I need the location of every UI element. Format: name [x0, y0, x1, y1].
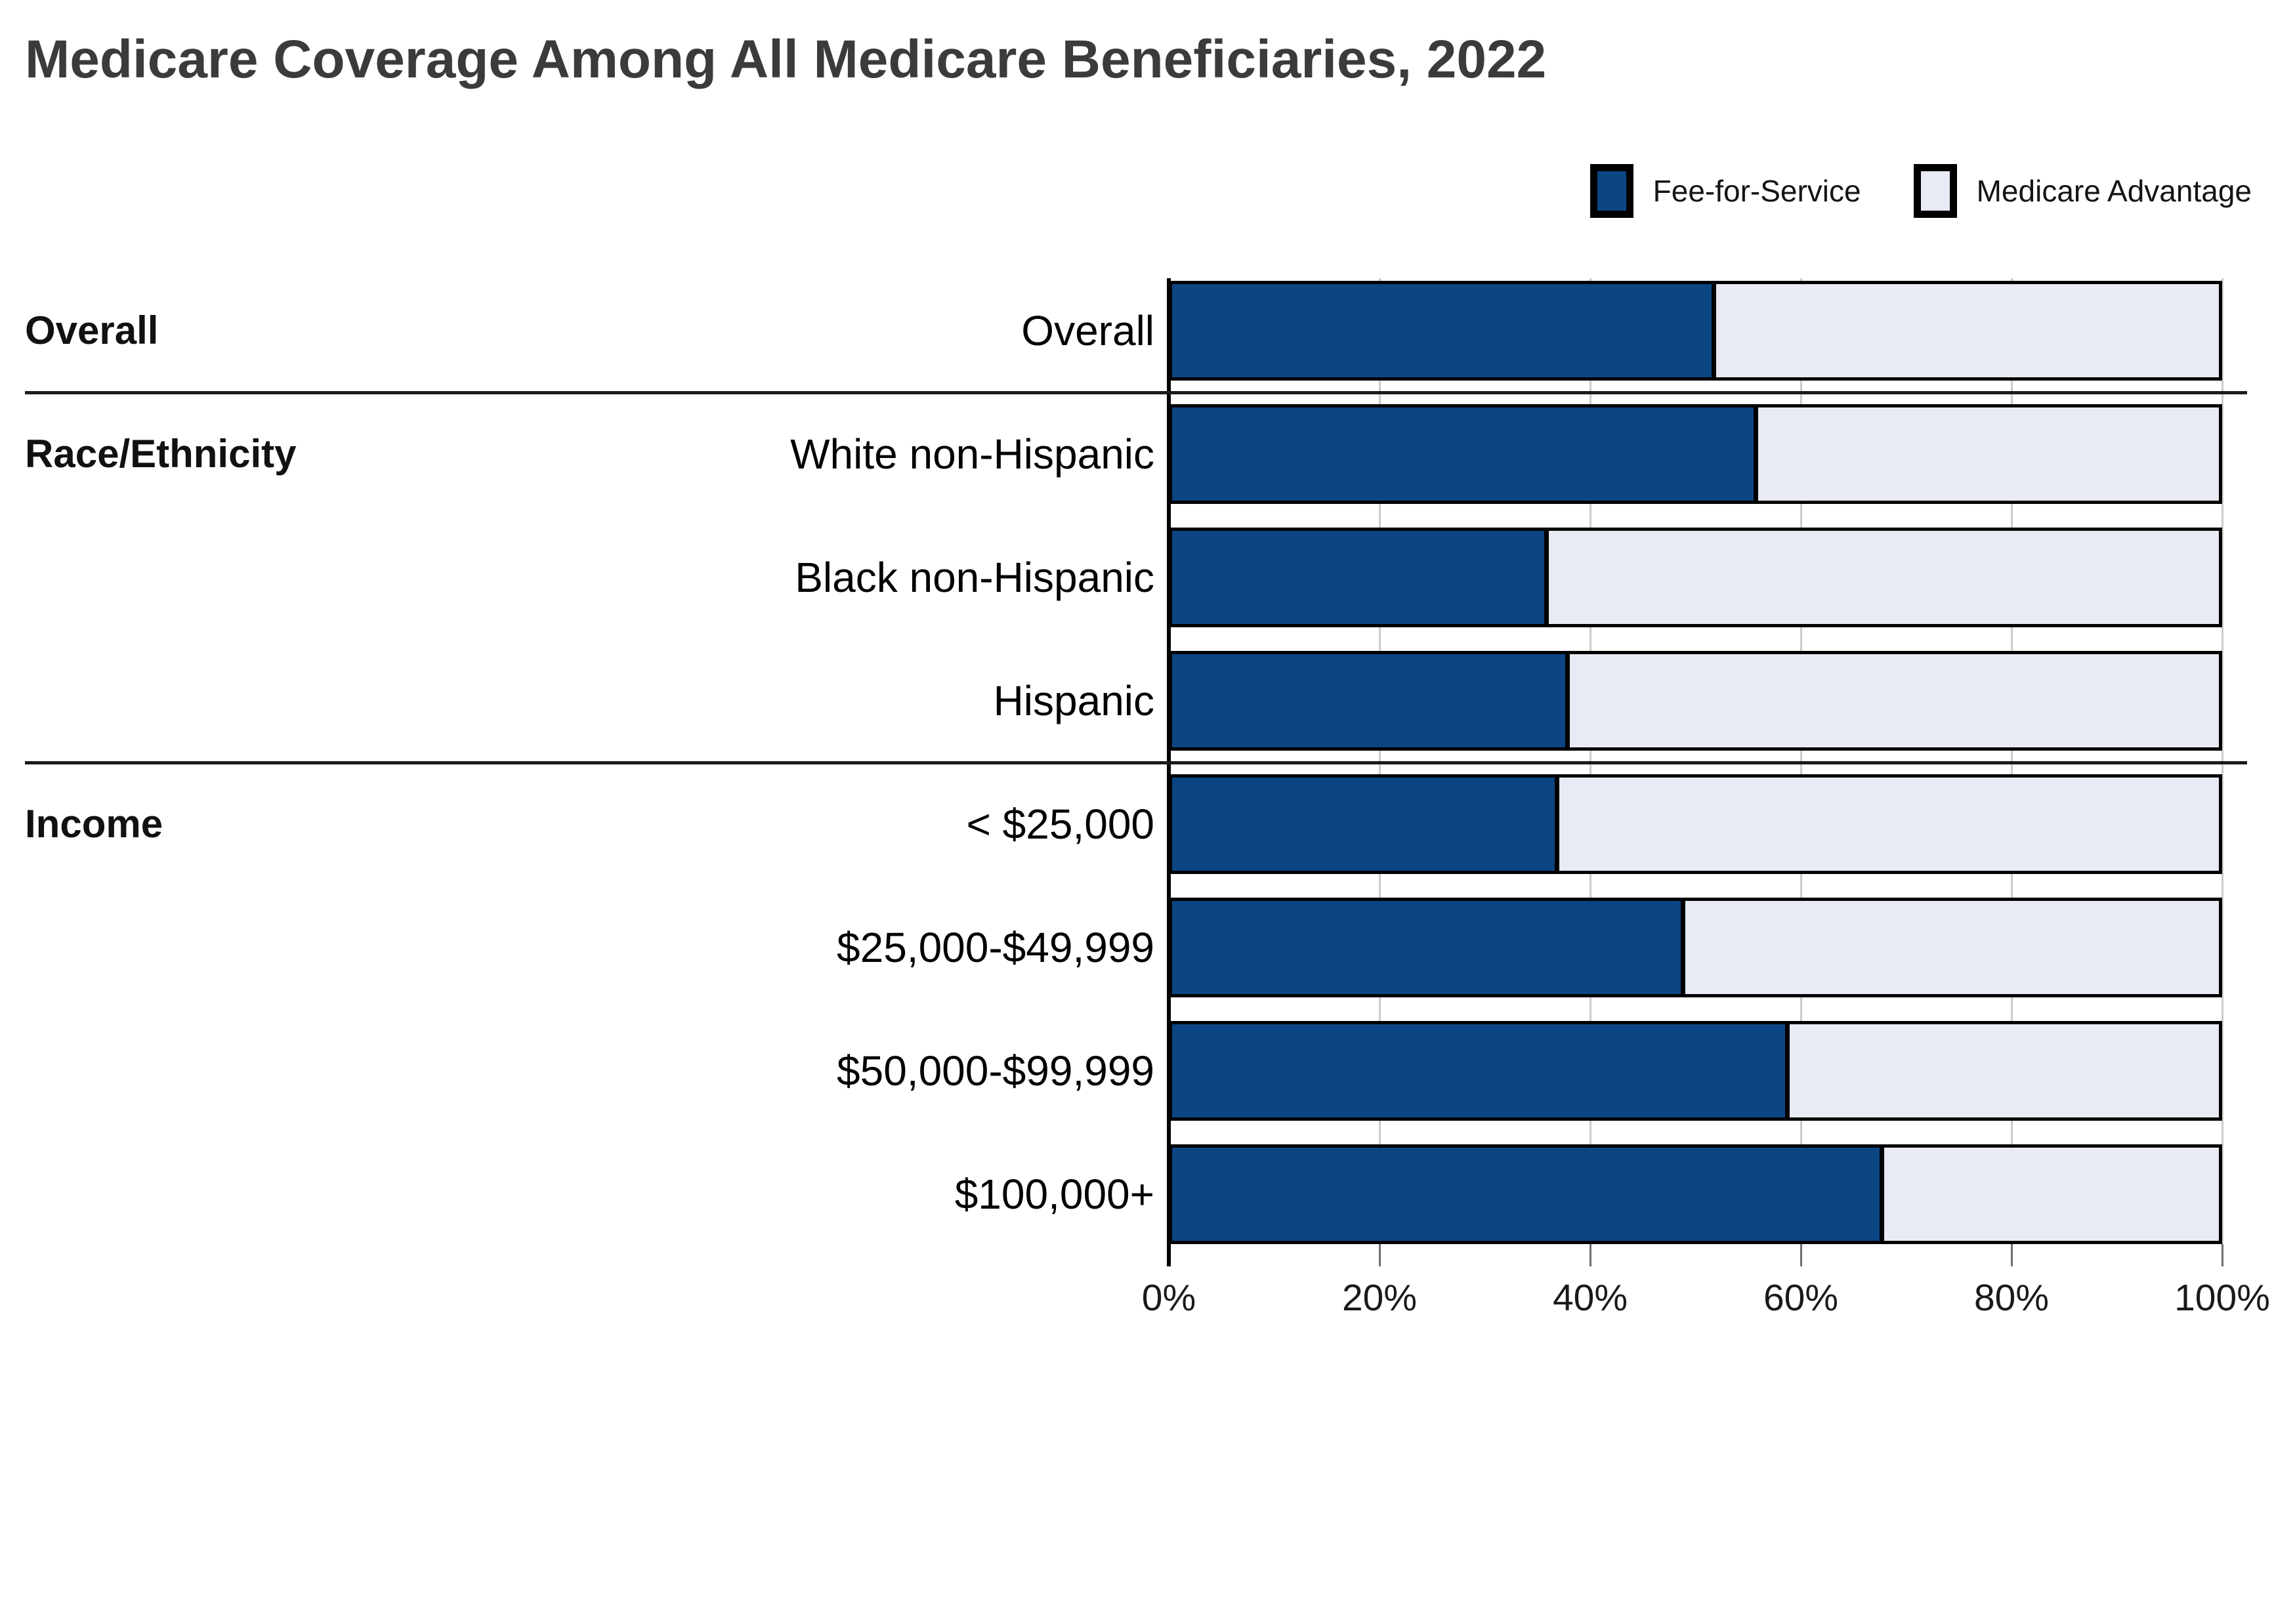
bar-row-label: $50,000-$99,999 — [837, 1047, 1154, 1094]
section-header: Income — [25, 802, 163, 846]
x-axis-tick-label: 40% — [1552, 1277, 1628, 1319]
medicare-advantage-bar-segment — [1570, 654, 2219, 747]
fee-for-service-bar-segment — [1172, 654, 1570, 747]
section-separator — [25, 390, 2247, 394]
x-axis-tick — [2010, 1244, 2013, 1266]
medicare-advantage-bar-segment — [1549, 531, 2219, 624]
stacked-bar — [1169, 404, 2222, 504]
fee-for-service-bar-segment — [1172, 284, 1717, 377]
fee-for-service-bar-segment — [1172, 531, 1549, 624]
fee-for-service-bar-segment — [1172, 407, 1759, 501]
legend-label: Medicare Advantage — [1976, 174, 2252, 208]
bar-row-label: $25,000-$49,999 — [837, 924, 1154, 971]
bar-row-label: < $25,000 — [966, 801, 1155, 848]
x-axis-tick-label: 0% — [1141, 1277, 1196, 1319]
x-axis-tick — [1589, 1244, 1591, 1266]
medicare-advantage-bar-segment — [1884, 1148, 2219, 1241]
medicare-advantage-bar-segment — [1790, 1024, 2219, 1117]
stacked-bar — [1169, 774, 2222, 874]
stacked-bar — [1169, 1144, 2222, 1244]
legend: Fee-for-Service Medicare Advantage — [1590, 164, 2252, 218]
section-header: Overall — [25, 308, 159, 352]
chart-title: Medicare Coverage Among All Medicare Ben… — [25, 30, 1547, 89]
fee-for-service-bar-segment — [1172, 901, 1685, 994]
bar-row-label: $100,000+ — [954, 1171, 1154, 1218]
stacked-bar — [1169, 898, 2222, 997]
legend-item-medicare-advantage: Medicare Advantage — [1913, 164, 2252, 218]
medicare-advantage-swatch-icon — [1913, 164, 1957, 218]
legend-item-fee-for-service: Fee-for-Service — [1590, 164, 1861, 218]
fee-for-service-swatch-icon — [1590, 164, 1633, 218]
medicare-advantage-bar-segment — [1559, 778, 2219, 871]
bar-row-label: Black non-Hispanic — [795, 554, 1154, 601]
medicare-advantage-bar-segment — [1758, 407, 2219, 501]
stacked-bar — [1169, 651, 2222, 751]
x-axis-tick — [1800, 1244, 1802, 1266]
fee-for-service-bar-segment — [1172, 778, 1560, 871]
stacked-bar — [1169, 528, 2222, 627]
fee-for-service-bar-segment — [1172, 1148, 1884, 1241]
fee-for-service-bar-segment — [1172, 1024, 1790, 1117]
section-separator — [25, 760, 2247, 764]
stacked-bar — [1169, 281, 2222, 381]
medicare-advantage-bar-segment — [1685, 901, 2219, 994]
section-header: Race/Ethnicity — [25, 432, 297, 476]
bar-row-label: Overall — [1021, 307, 1154, 354]
medicare-advantage-bar-segment — [1716, 284, 2219, 377]
x-axis-tick-label: 80% — [1973, 1277, 2050, 1319]
stacked-bar — [1169, 1021, 2222, 1121]
y-axis-line — [1167, 278, 1171, 1266]
x-axis-tick — [2221, 1244, 2223, 1266]
legend-label: Fee-for-Service — [1653, 174, 1861, 208]
x-axis-tick-label: 20% — [1341, 1277, 1418, 1319]
x-axis-tick — [1378, 1244, 1381, 1266]
bar-row-label: White non-Hispanic — [790, 430, 1154, 478]
x-axis-tick-label: 100% — [2174, 1277, 2270, 1319]
x-axis-tick-label: 60% — [1763, 1277, 1839, 1319]
bar-row-label: Hispanic — [993, 677, 1154, 724]
